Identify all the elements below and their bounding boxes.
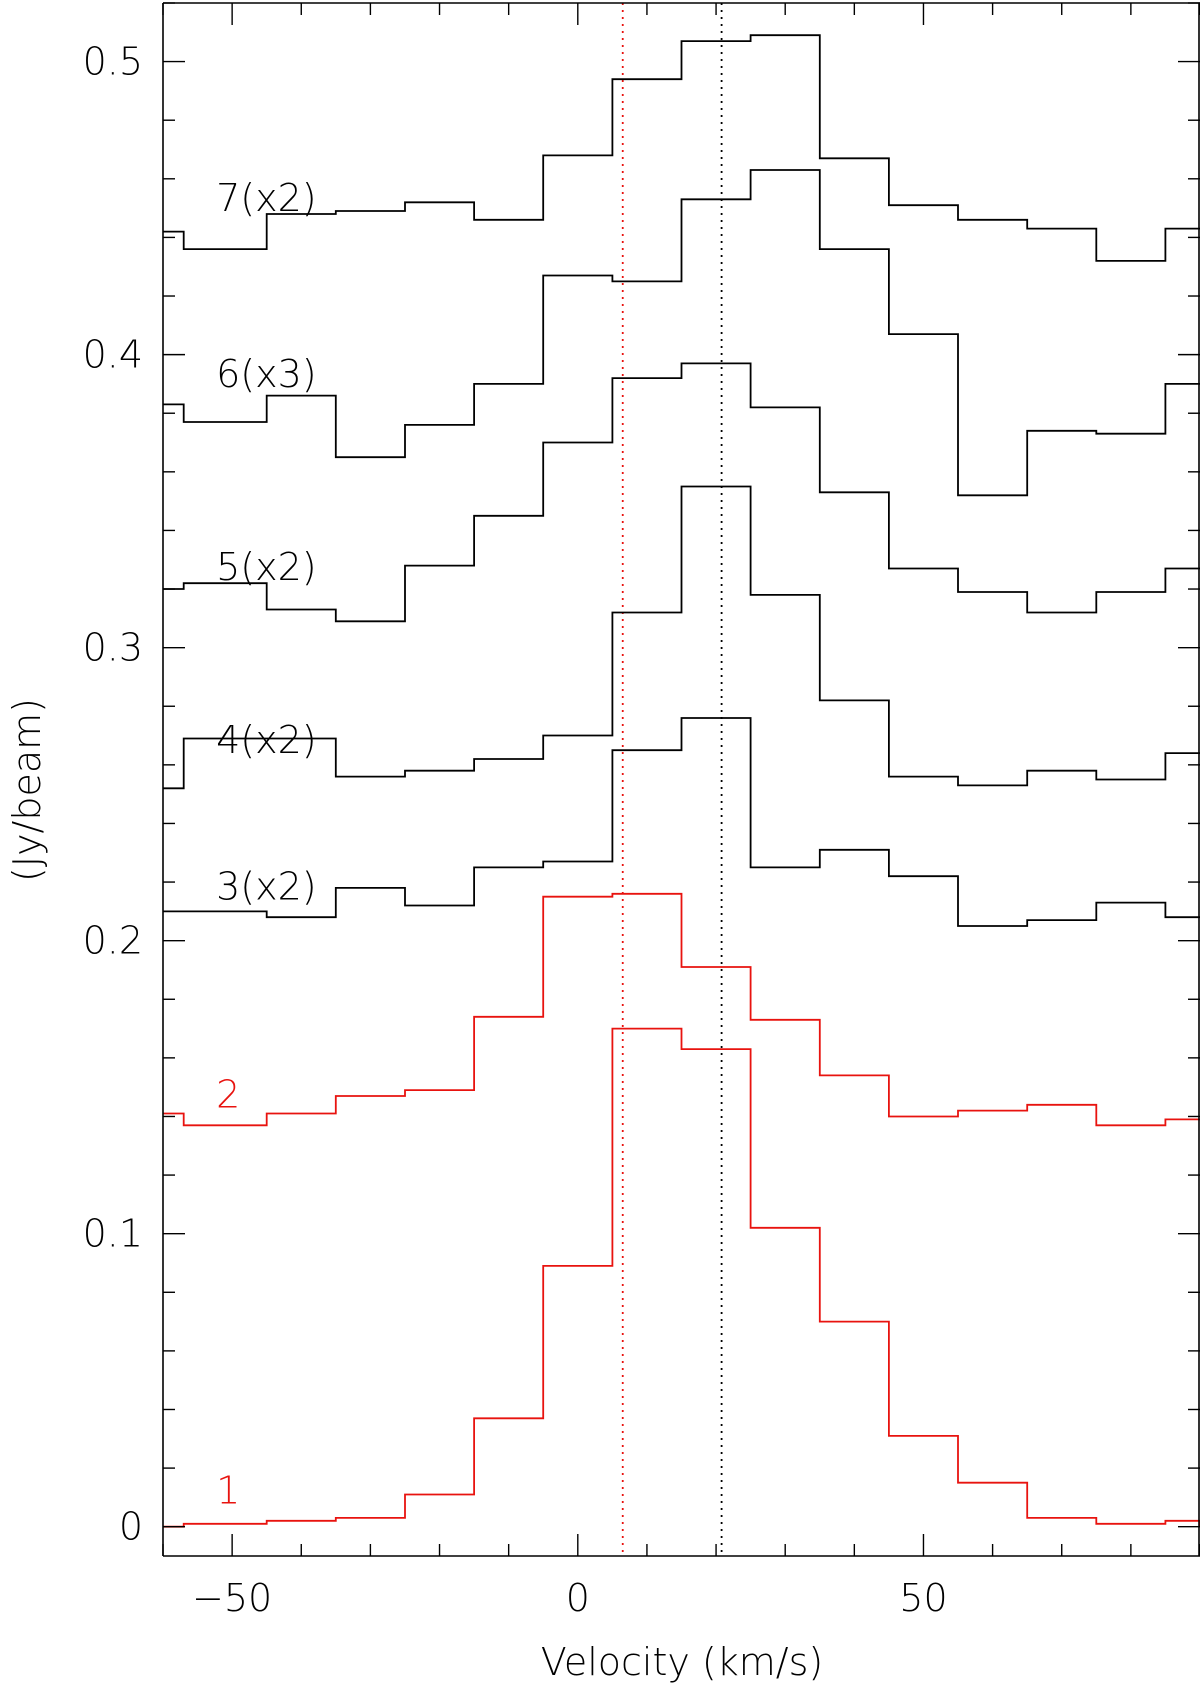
- x-axis-title: Velocity (km/s): [541, 1640, 823, 1684]
- ticks: [162, 2, 1200, 1556]
- y-tick-label: 0.4: [83, 333, 143, 377]
- series-group: [163, 34, 1200, 1528]
- series-line: [163, 717, 1200, 927]
- series-label: 3(x2): [216, 865, 317, 909]
- y-tick-label: 0.3: [83, 626, 143, 670]
- series-label: 6(x3): [216, 352, 317, 396]
- series-label: 1: [216, 1468, 240, 1512]
- series-label: 2: [216, 1073, 240, 1117]
- series-label: 4(x2): [216, 718, 317, 762]
- x-tick-label: 50: [899, 1576, 947, 1620]
- x-tick-label: −50: [192, 1576, 272, 1620]
- tick-labels: 0 0.1 0.2 0.3 0.4 0.5 −50 0 50: [83, 40, 948, 1620]
- y-tick-label: 0.2: [83, 919, 143, 963]
- series-line: [163, 1027, 1200, 1528]
- y-tick-label: 0: [119, 1505, 143, 1549]
- series-line: [163, 169, 1200, 497]
- x-tick-label: 0: [566, 1576, 590, 1620]
- y-tick-label: 0.5: [83, 40, 143, 84]
- reference-lines: [621, 3, 723, 1556]
- series-labels: 1 2 3(x2) 4(x2) 5(x2) 6(x3) 7(x2): [216, 176, 317, 1512]
- series-line: [163, 892, 1200, 1127]
- series-line: [163, 34, 1200, 262]
- series-label: 7(x2): [216, 176, 317, 220]
- y-tick-label: 0.1: [83, 1212, 143, 1256]
- y-axis-title: (Jy/beam): [5, 698, 49, 882]
- axes: [162, 2, 1200, 1557]
- series-line: [163, 362, 1200, 623]
- series-line: [163, 485, 1200, 790]
- series-label: 5(x2): [216, 545, 317, 589]
